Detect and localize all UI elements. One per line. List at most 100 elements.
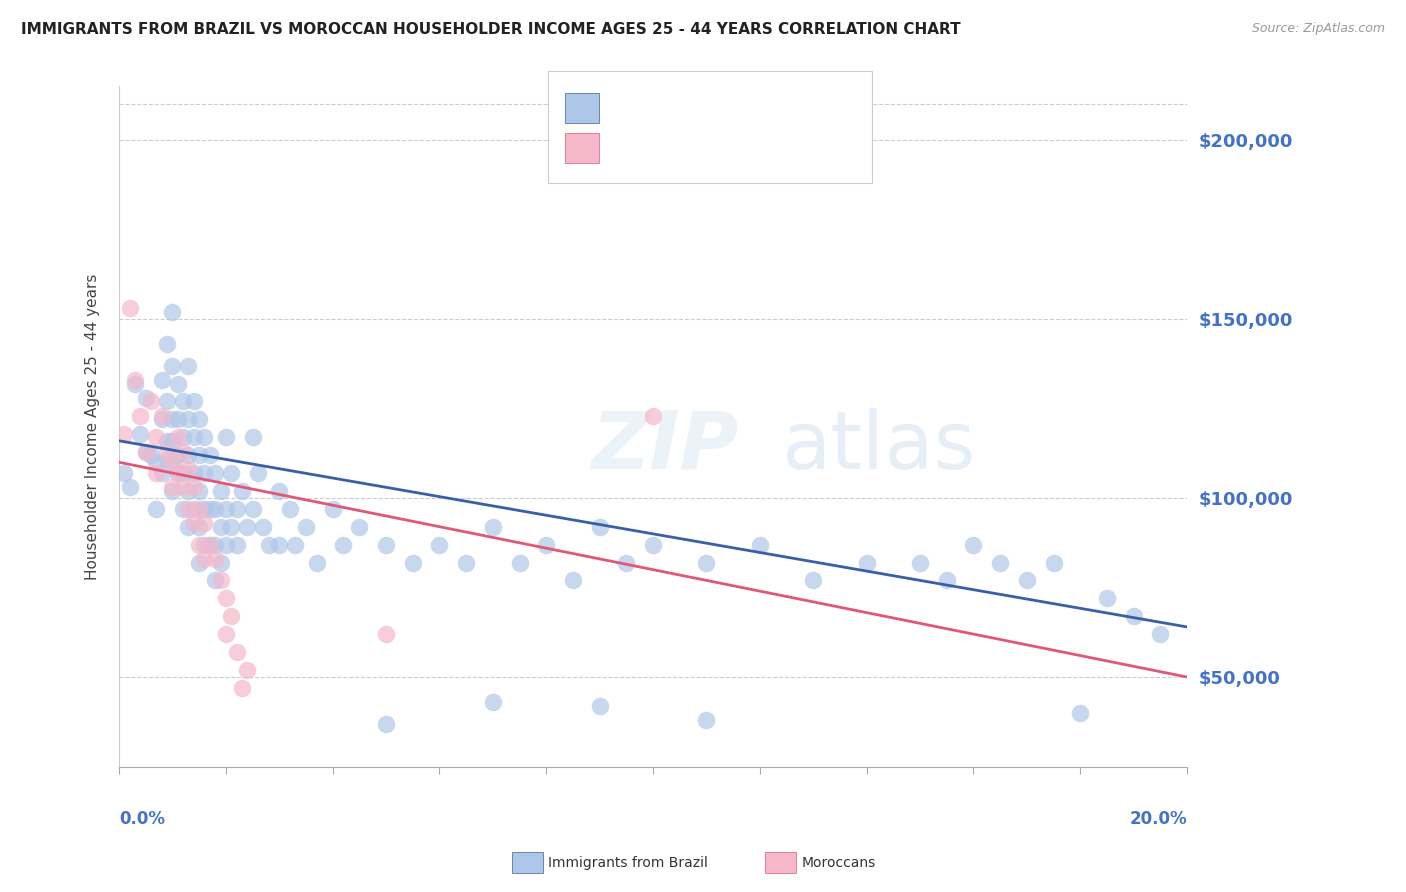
Point (219, 466, 242, 480)
Point (150, 412, 173, 426)
Point (162, 455, 184, 469)
Point (332, 538, 354, 552)
Point (225, 501, 247, 516)
Point (456, 556, 478, 570)
Text: IMMIGRANTS FROM BRAZIL VS MOROCCAN HOUSEHOLDER INCOME AGES 25 - 44 YEARS CORRELA: IMMIGRANTS FROM BRAZIL VS MOROCCAN HOUSE… (21, 22, 960, 37)
Point (614, 556, 637, 570)
Point (429, 538, 451, 552)
Point (257, 538, 280, 552)
Point (145, 455, 167, 469)
Point (589, 519, 612, 533)
Point (375, 627, 398, 641)
Point (183, 430, 205, 444)
Point (204, 501, 226, 516)
Point (162, 480, 184, 494)
Point (156, 444, 179, 458)
Point (204, 552, 226, 566)
Point (166, 466, 188, 480)
Point (748, 538, 770, 552)
Point (188, 412, 211, 426)
Text: Source: ZipAtlas.com: Source: ZipAtlas.com (1251, 22, 1385, 36)
Point (193, 538, 215, 552)
Point (962, 538, 984, 552)
Point (162, 412, 184, 426)
Point (135, 391, 157, 405)
Point (278, 501, 301, 516)
Point (589, 698, 612, 713)
Point (156, 451, 179, 466)
Point (209, 519, 232, 533)
Point (198, 501, 221, 516)
Point (215, 430, 238, 444)
Point (284, 538, 307, 552)
Point (145, 501, 167, 516)
Point (150, 373, 173, 387)
Point (183, 394, 205, 409)
Point (204, 466, 226, 480)
Point (236, 519, 259, 533)
Point (482, 695, 505, 709)
Point (204, 574, 226, 588)
Point (509, 556, 531, 570)
Text: 20.0%: 20.0% (1129, 810, 1187, 828)
Point (166, 412, 188, 426)
Point (188, 483, 211, 498)
Point (252, 519, 274, 533)
Point (402, 556, 425, 570)
Point (1095, 591, 1118, 606)
Point (135, 444, 157, 458)
Point (118, 301, 141, 316)
Point (162, 483, 184, 498)
Point (1149, 627, 1171, 641)
Text: Immigrants from Brazil: Immigrants from Brazil (548, 855, 709, 870)
Point (908, 556, 931, 570)
Point (198, 448, 221, 462)
Point (295, 519, 318, 533)
Point (162, 434, 184, 448)
Point (193, 552, 215, 566)
Point (172, 501, 194, 516)
Point (166, 466, 188, 480)
Point (231, 681, 253, 695)
Point (177, 412, 200, 426)
Point (135, 444, 157, 458)
Point (305, 556, 328, 570)
Point (1122, 609, 1144, 624)
Point (215, 591, 238, 606)
Point (183, 480, 205, 494)
Point (183, 466, 205, 480)
Point (801, 574, 824, 588)
Point (177, 483, 200, 498)
Point (1042, 556, 1064, 570)
Point (145, 430, 167, 444)
Point (156, 434, 179, 448)
Point (166, 430, 188, 444)
Point (219, 519, 242, 533)
Point (177, 519, 200, 533)
Point (695, 713, 717, 727)
Point (322, 501, 344, 516)
Point (172, 480, 194, 494)
Text: atlas: atlas (782, 408, 976, 486)
Point (988, 556, 1011, 570)
Point (209, 556, 232, 570)
Point (145, 466, 167, 480)
Point (855, 556, 877, 570)
Point (219, 609, 242, 624)
Point (162, 305, 184, 319)
Text: ZIP: ZIP (591, 408, 738, 486)
Point (193, 466, 215, 480)
Point (156, 394, 179, 409)
Point (193, 516, 215, 530)
Point (188, 519, 211, 533)
Text: 0.0%: 0.0% (120, 810, 165, 828)
Point (193, 501, 215, 516)
Point (375, 716, 398, 731)
Point (215, 538, 238, 552)
Point (156, 337, 179, 351)
Point (177, 359, 200, 373)
Point (172, 444, 194, 458)
Point (166, 376, 188, 391)
Point (198, 538, 221, 552)
Point (162, 359, 184, 373)
